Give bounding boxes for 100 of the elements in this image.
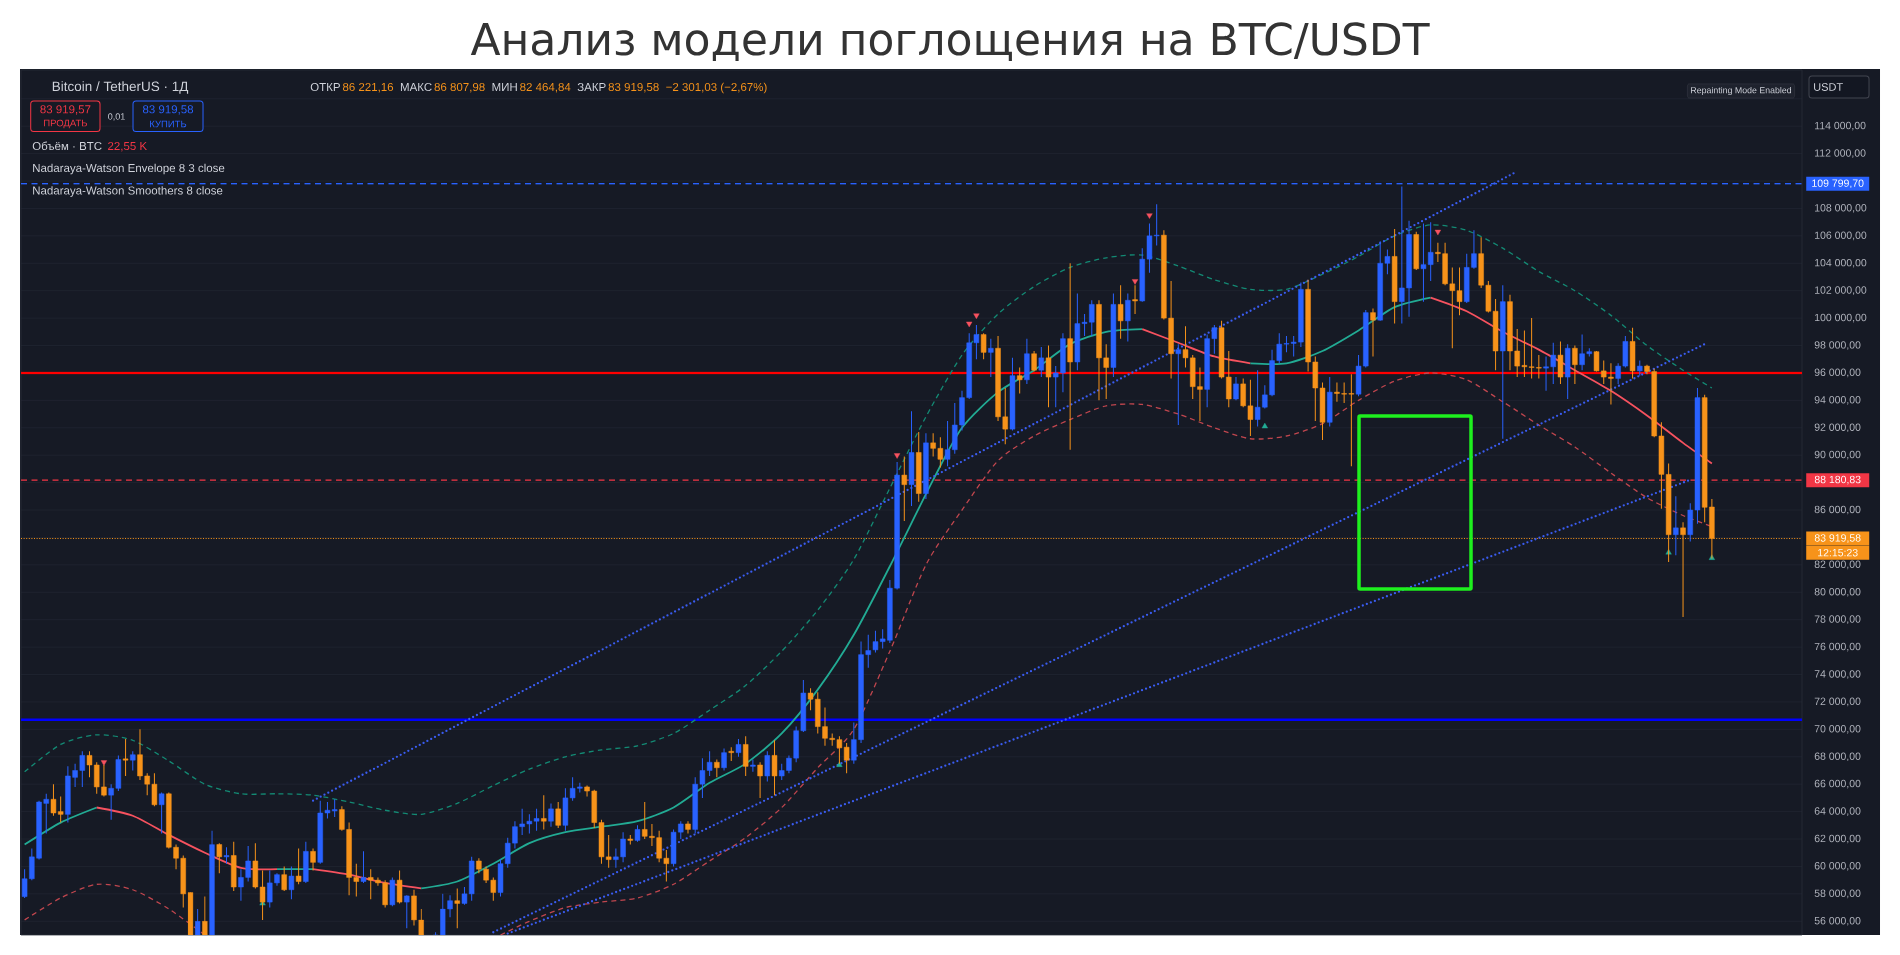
y-tick-label: 90 000,00 <box>1814 450 1861 460</box>
candlestick <box>288 865 295 900</box>
candlestick <box>1572 345 1578 385</box>
candlestick <box>1038 346 1044 378</box>
candlestick <box>742 735 749 777</box>
annotation: КУПИТЬ <box>150 120 187 128</box>
text: USDT <box>1814 83 1843 91</box>
candlestick <box>685 820 691 835</box>
y-tick-label: 98 000,00 <box>1814 341 1861 350</box>
candlestick <box>360 850 367 884</box>
y-tick-label: 92 000,00 <box>1814 423 1861 433</box>
y-tick-label: 102 000,00 <box>1815 286 1867 296</box>
candlestick <box>750 759 756 773</box>
candlestick <box>988 338 994 378</box>
annotation: 22,55 K <box>108 141 147 152</box>
point <box>1261 422 1268 429</box>
candlestick <box>1370 308 1376 357</box>
annotation: МИН <box>492 83 517 91</box>
y-tick-label: 66 000,00 <box>1814 779 1861 789</box>
point <box>100 760 107 766</box>
candlestick <box>1045 345 1052 408</box>
y-tick-label: 106 000,00 <box>1815 231 1867 241</box>
y-tick-label: 78 000,00 <box>1814 615 1861 625</box>
candlestick <box>1175 343 1182 426</box>
ref-line-label: 88 180,83 <box>1814 475 1861 485</box>
annotation: 0,01 <box>108 113 125 121</box>
annotation: ЗАКР <box>577 82 606 92</box>
y-tick-label: 96 000,00 <box>1814 368 1861 378</box>
candlestick <box>202 896 208 935</box>
candlestick <box>404 894 410 929</box>
annotation: МАКС <box>400 82 432 92</box>
candlestick <box>122 738 129 777</box>
y-tick-label: 112 000,00 <box>1815 149 1866 158</box>
ref-line-label: 83 919,58 <box>1814 534 1861 543</box>
line-series <box>23 224 1713 815</box>
line-series <box>420 328 1144 890</box>
candlestick <box>396 870 403 904</box>
candlestick <box>216 842 222 874</box>
annotation: Nadaraya-Watson Smoothers 8 close <box>33 186 223 197</box>
y-tick-label: 68 000,00 <box>1814 752 1861 762</box>
line-series <box>1429 296 1713 465</box>
y-tick-label: 104 000,00 <box>1815 258 1867 268</box>
candlestick <box>194 908 201 935</box>
ref-line-label: 109 799,70 <box>1812 179 1864 189</box>
candlestick <box>555 801 561 829</box>
line-series <box>312 868 423 890</box>
point <box>973 313 980 319</box>
point <box>894 453 901 459</box>
candlestick <box>1031 350 1037 373</box>
candlestick <box>295 848 302 885</box>
candlestick <box>1016 366 1023 394</box>
annotation: −2 301,03 (−2,67%) <box>666 82 767 94</box>
y-tick-label: 58 000,00 <box>1814 889 1861 899</box>
candlestick <box>281 865 287 892</box>
y-tick-label: 64 000,00 <box>1814 807 1861 816</box>
candlestick <box>1557 340 1564 385</box>
candlestick <box>223 846 230 865</box>
point <box>1146 213 1153 219</box>
line-series <box>95 806 278 871</box>
annotation: 86 221,16 <box>342 82 394 93</box>
y-tick-label: 100 000,00 <box>1815 313 1867 323</box>
y-tick-label: 82 000,00 <box>1814 560 1861 570</box>
annotation: Nadaraya-Watson Envelope 8 3 close <box>33 163 225 175</box>
line-series <box>1141 328 1252 365</box>
annotation: Repainting Mode Enabled <box>1691 86 1792 96</box>
annotation: Объём · BTC <box>32 141 102 151</box>
y-tick-label: 94 000,00 <box>1814 396 1861 405</box>
candlestick <box>1117 284 1124 340</box>
y-tick-label: 72 000,00 <box>1814 697 1861 707</box>
candlestick <box>454 887 460 929</box>
candlestick <box>548 802 554 828</box>
y-tick-label: 62 000,00 <box>1814 834 1861 844</box>
candlestick <box>310 848 316 872</box>
point <box>836 761 843 767</box>
annotation: ПРОДАТЬ <box>44 119 88 129</box>
y-tick-label: 56 000,00 <box>1814 916 1861 926</box>
candlestick <box>1125 292 1131 342</box>
y-tick-label: 74 000,00 <box>1814 670 1861 679</box>
annotation: 82 464,84 <box>520 82 571 93</box>
text: 12:15:23 <box>1818 548 1858 557</box>
candlestick <box>771 739 778 796</box>
candlestick <box>541 794 547 830</box>
candlestick <box>1132 284 1138 315</box>
candlestick <box>158 791 165 835</box>
annotation: 83 919,58 <box>608 82 659 93</box>
point <box>1434 229 1441 236</box>
y-tick-label: 70 000,00 <box>1814 725 1861 734</box>
candlestick <box>757 761 763 799</box>
y-tick-label: 76 000,00 <box>1814 642 1861 652</box>
candlestick <box>447 894 453 918</box>
line-series <box>1249 296 1432 365</box>
point <box>1131 279 1139 285</box>
point <box>966 321 973 328</box>
candlestick <box>980 332 987 360</box>
annotation: 86 807,98 <box>434 82 485 93</box>
candlestick <box>901 456 908 522</box>
candlestick <box>130 750 136 771</box>
annotation: 83 919,58 <box>142 105 194 115</box>
candlestick <box>721 748 727 771</box>
candlestick <box>1067 262 1073 451</box>
